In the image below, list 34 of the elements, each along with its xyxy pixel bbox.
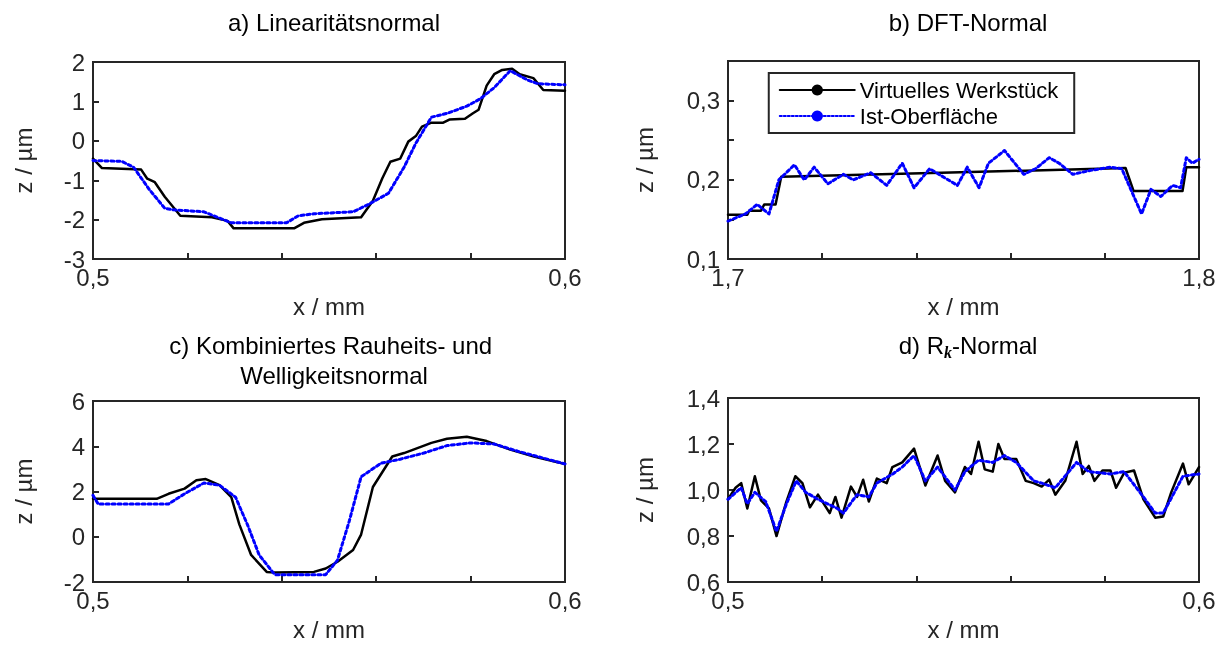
y-axis-title: z / µm bbox=[630, 127, 658, 193]
chart-title: b) DFT-Normal bbox=[888, 8, 1048, 36]
y-axis-title: z / µm bbox=[9, 127, 37, 194]
x-tick-label: 0,6 bbox=[1182, 586, 1216, 614]
legend-label: Virtuelles Werkstück bbox=[859, 77, 1060, 103]
y-tick-label: 0 bbox=[71, 127, 85, 155]
x-tick-label: 1,8 bbox=[1182, 263, 1216, 291]
y-tick-label: 2 bbox=[71, 48, 85, 76]
y-tick-label: -2 bbox=[63, 206, 85, 234]
y-tick-label: 0 bbox=[71, 523, 85, 551]
chart-title: a) Linearitätsnormal bbox=[227, 8, 441, 36]
y-tick-label: -1 bbox=[63, 166, 85, 194]
x-tick-label: 0,6 bbox=[548, 263, 582, 291]
y-tick-label: 6 bbox=[71, 387, 85, 415]
y-tick-label: 4 bbox=[71, 432, 85, 460]
y-tick-label: 2 bbox=[71, 478, 85, 506]
y-tick-label: 1 bbox=[71, 87, 85, 115]
x-axis-title: x / mm bbox=[293, 292, 365, 320]
x-axis-title: x / mm bbox=[927, 292, 1000, 320]
y-tick-label: 0,8 bbox=[686, 522, 720, 550]
y-tick-label: 1,4 bbox=[686, 384, 720, 412]
x-tick-label: 0,6 bbox=[548, 586, 582, 614]
y-tick-label: 1,0 bbox=[686, 476, 720, 504]
x-axis-title: x / mm bbox=[293, 615, 365, 643]
chart-title: c) Kombiniertes Rauheits- und Welligkeitsnormal bbox=[169, 331, 499, 389]
y-axis-title: z / µm bbox=[9, 458, 37, 525]
y-tick-label: 1,2 bbox=[686, 430, 720, 458]
line-series bbox=[726, 149, 1201, 223]
line-series bbox=[726, 454, 1201, 533]
legend-label: Ist-Oberfläche bbox=[859, 103, 998, 129]
x-axis-title: x / mm bbox=[927, 615, 1000, 643]
y-tick-label: 0,3 bbox=[686, 87, 720, 115]
y-axis-title: z / µm bbox=[630, 457, 658, 523]
y-tick-label: 0,2 bbox=[686, 166, 720, 194]
